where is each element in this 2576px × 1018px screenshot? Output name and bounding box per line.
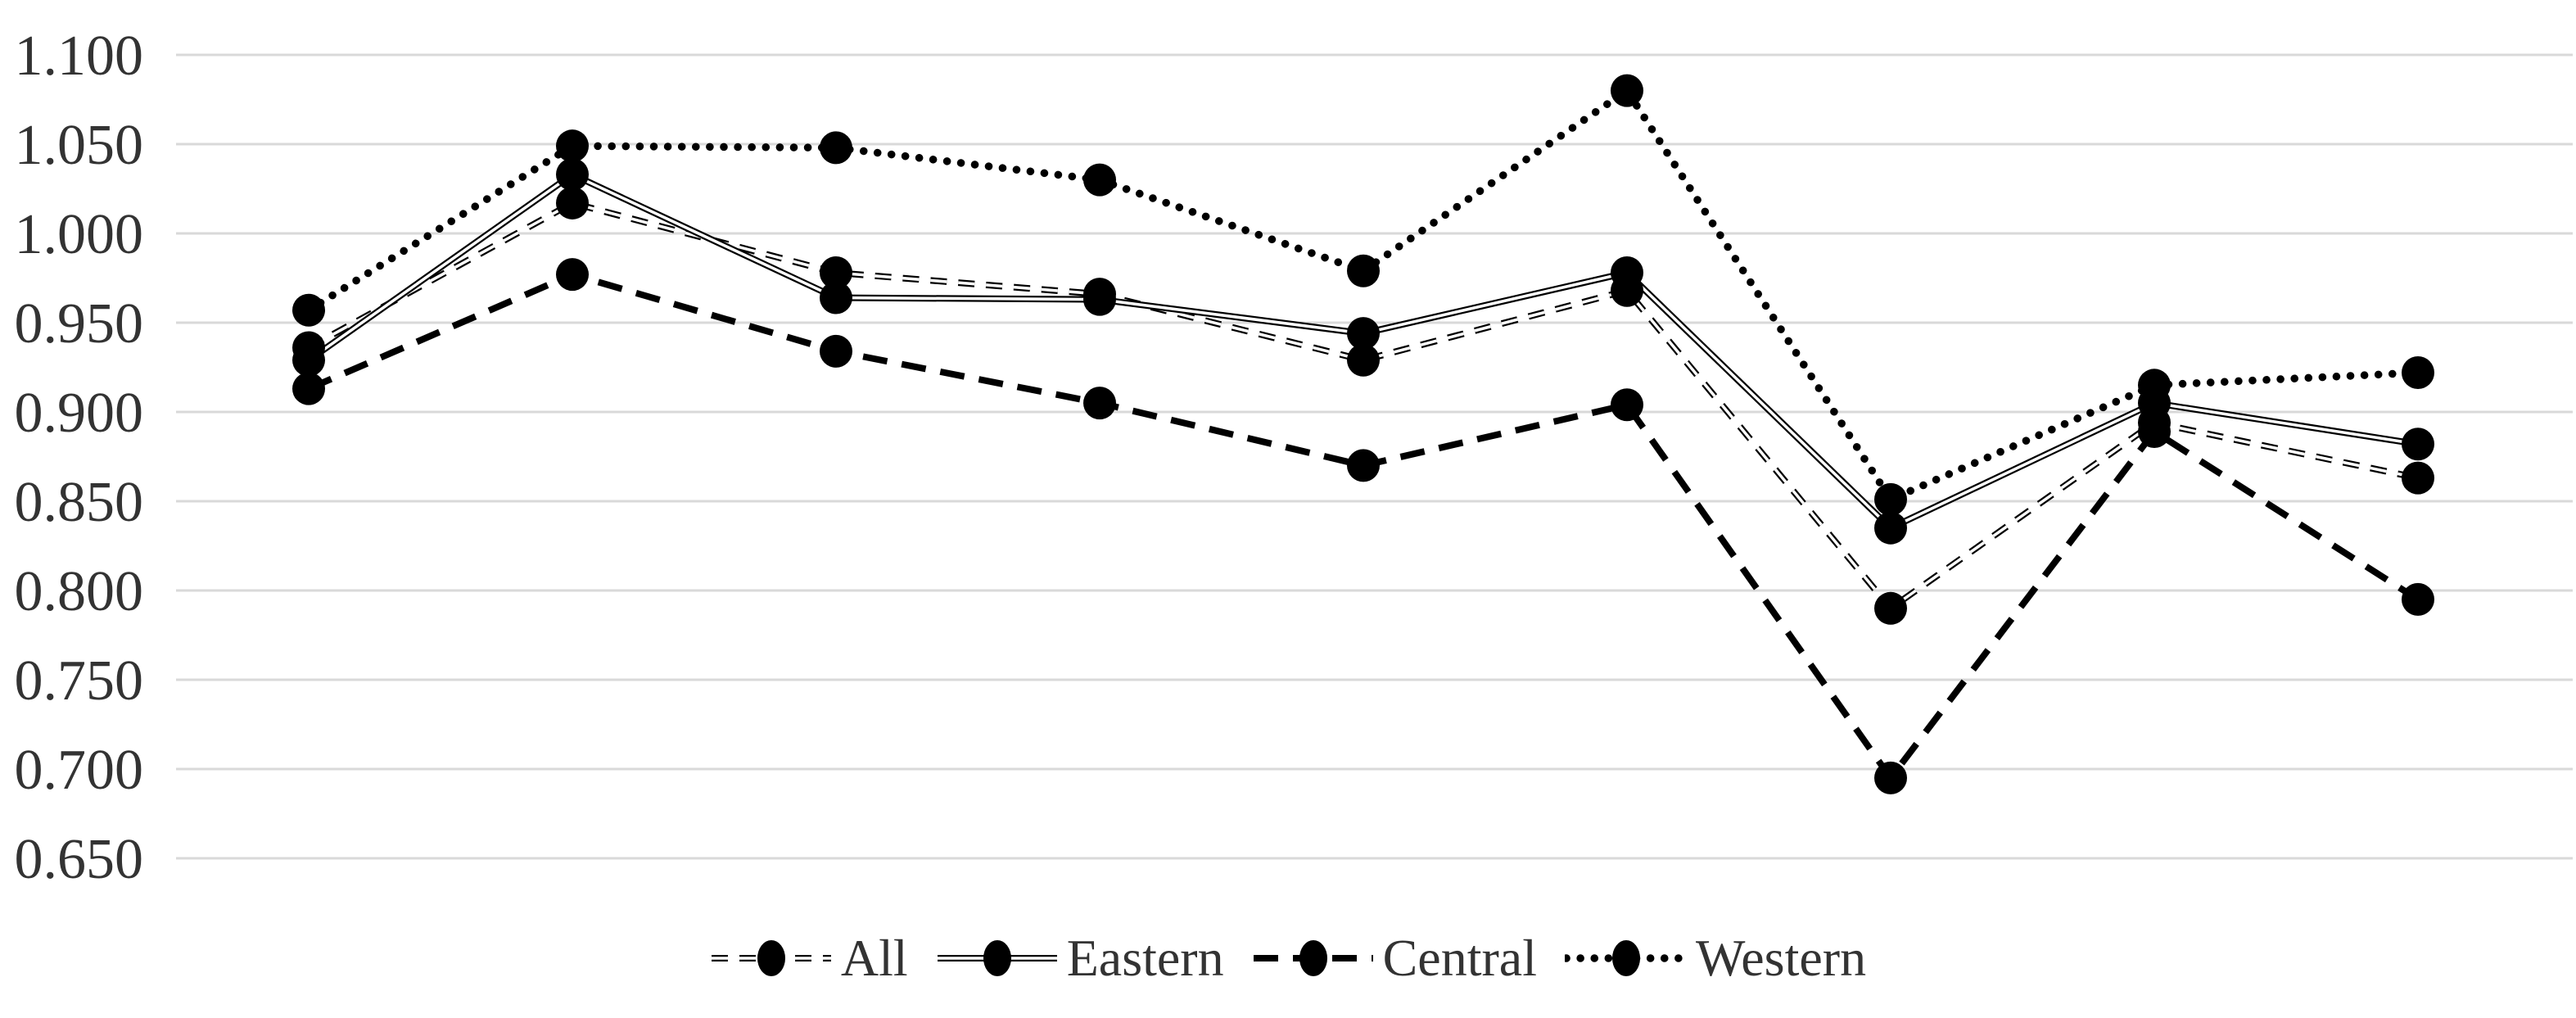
data-marker-western: [2138, 369, 2171, 402]
data-marker-eastern: [1083, 283, 1116, 316]
series-line-all: [308, 201, 2419, 610]
legend-label-eastern: Eastern: [1066, 929, 1224, 987]
data-marker-central: [1083, 387, 1116, 420]
legend-item-western: Western: [1564, 924, 1867, 993]
y-axis-tick-label: 0.900: [15, 382, 144, 445]
data-marker-western: [1874, 482, 1907, 516]
legend-marker-sample: [757, 940, 785, 976]
legend-label-all: All: [840, 929, 908, 987]
legend-marker-sample: [1299, 940, 1327, 976]
legend-swatch-eastern-icon: [937, 940, 1057, 976]
data-marker-all: [820, 256, 852, 289]
data-marker-western: [1611, 74, 1643, 107]
data-marker-western: [1083, 163, 1116, 197]
legend-item-eastern: Eastern: [936, 924, 1224, 993]
legend-swatch-all-icon: [711, 940, 831, 976]
data-marker-central: [820, 334, 852, 368]
y-axis-tick-label: 0.850: [15, 471, 144, 534]
data-marker-central: [2402, 582, 2434, 616]
data-marker-western: [292, 293, 325, 327]
series-markers: [292, 74, 2434, 794]
y-axis-tick-label: 0.800: [15, 560, 144, 623]
y-axis-tick-label: 0.650: [15, 828, 144, 891]
y-axis-tick-label: 1.000: [15, 203, 144, 266]
legend-marker-sample: [983, 940, 1011, 976]
data-marker-eastern: [1347, 317, 1380, 351]
data-marker-eastern: [556, 158, 589, 192]
series-line-western: [305, 86, 2422, 504]
data-marker-western: [556, 129, 589, 163]
data-marker-eastern: [1611, 256, 1643, 289]
data-marker-central: [556, 258, 589, 292]
data-marker-central: [1347, 449, 1380, 482]
legend-swatch-central-icon: [1253, 940, 1373, 976]
data-marker-all: [2402, 461, 2434, 495]
y-axis-tick-label: 0.950: [15, 292, 144, 355]
legend-marker-sample: [1611, 940, 1640, 976]
y-axis-tick-label: 1.100: [15, 25, 144, 88]
data-marker-central: [2138, 414, 2171, 448]
data-marker-central: [1874, 761, 1907, 794]
legend-label-western: Western: [1695, 929, 1867, 987]
data-marker-all: [1874, 591, 1907, 625]
series-lines: [305, 86, 2422, 781]
legend: All Eastern Central Western: [0, 924, 2576, 993]
y-axis-labels: 1.100 1.050 1.000 0.950 0.900 0.850 0.800 0.750…: [15, 25, 144, 891]
data-marker-all: [1347, 343, 1380, 377]
y-axis-tick-label: 0.700: [15, 739, 144, 802]
y-axis-tick-label: 0.750: [15, 649, 144, 713]
legend-label-central: Central: [1382, 929, 1537, 987]
legend-item-all: All: [710, 924, 908, 993]
data-marker-western: [820, 131, 852, 165]
data-marker-eastern: [292, 343, 325, 377]
data-marker-eastern: [1874, 511, 1907, 545]
legend-item-central: Central: [1252, 924, 1537, 993]
y-axis-tick-label: 1.050: [15, 114, 144, 177]
data-marker-all: [556, 186, 589, 219]
data-marker-central: [1611, 388, 1643, 422]
data-marker-central: [292, 372, 325, 405]
data-marker-eastern: [820, 281, 852, 314]
data-marker-western: [1347, 254, 1380, 287]
data-marker-eastern: [2402, 428, 2434, 461]
legend-swatch-western-icon: [1564, 940, 1688, 976]
data-marker-western: [2402, 356, 2434, 390]
